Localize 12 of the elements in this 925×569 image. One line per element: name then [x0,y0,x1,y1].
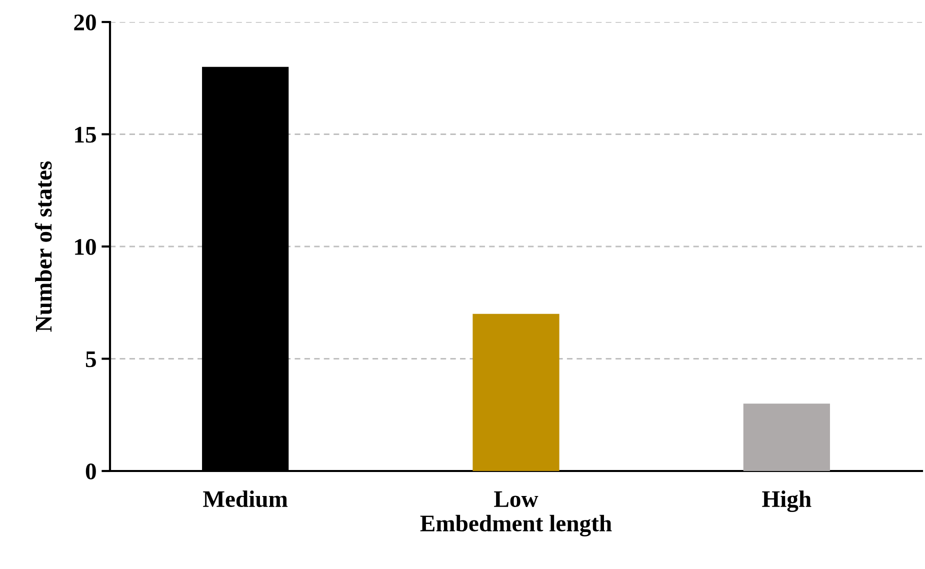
y-tick-label: 5 [86,351,96,368]
y-tick-label: 20 [74,14,96,30]
bar [472,314,560,471]
x-axis-title: Embedment length [420,514,612,536]
bar [743,404,830,471]
y-tick-label: 10 [75,238,96,255]
y-tick-label: 15 [75,126,96,143]
y-axis-title: Number of states [34,161,52,332]
x-tick-label: High [762,490,812,512]
x-tick-label: Medium [203,490,288,508]
y-tick-label: 0 [86,463,96,480]
x-tick-label: Low [494,491,538,508]
